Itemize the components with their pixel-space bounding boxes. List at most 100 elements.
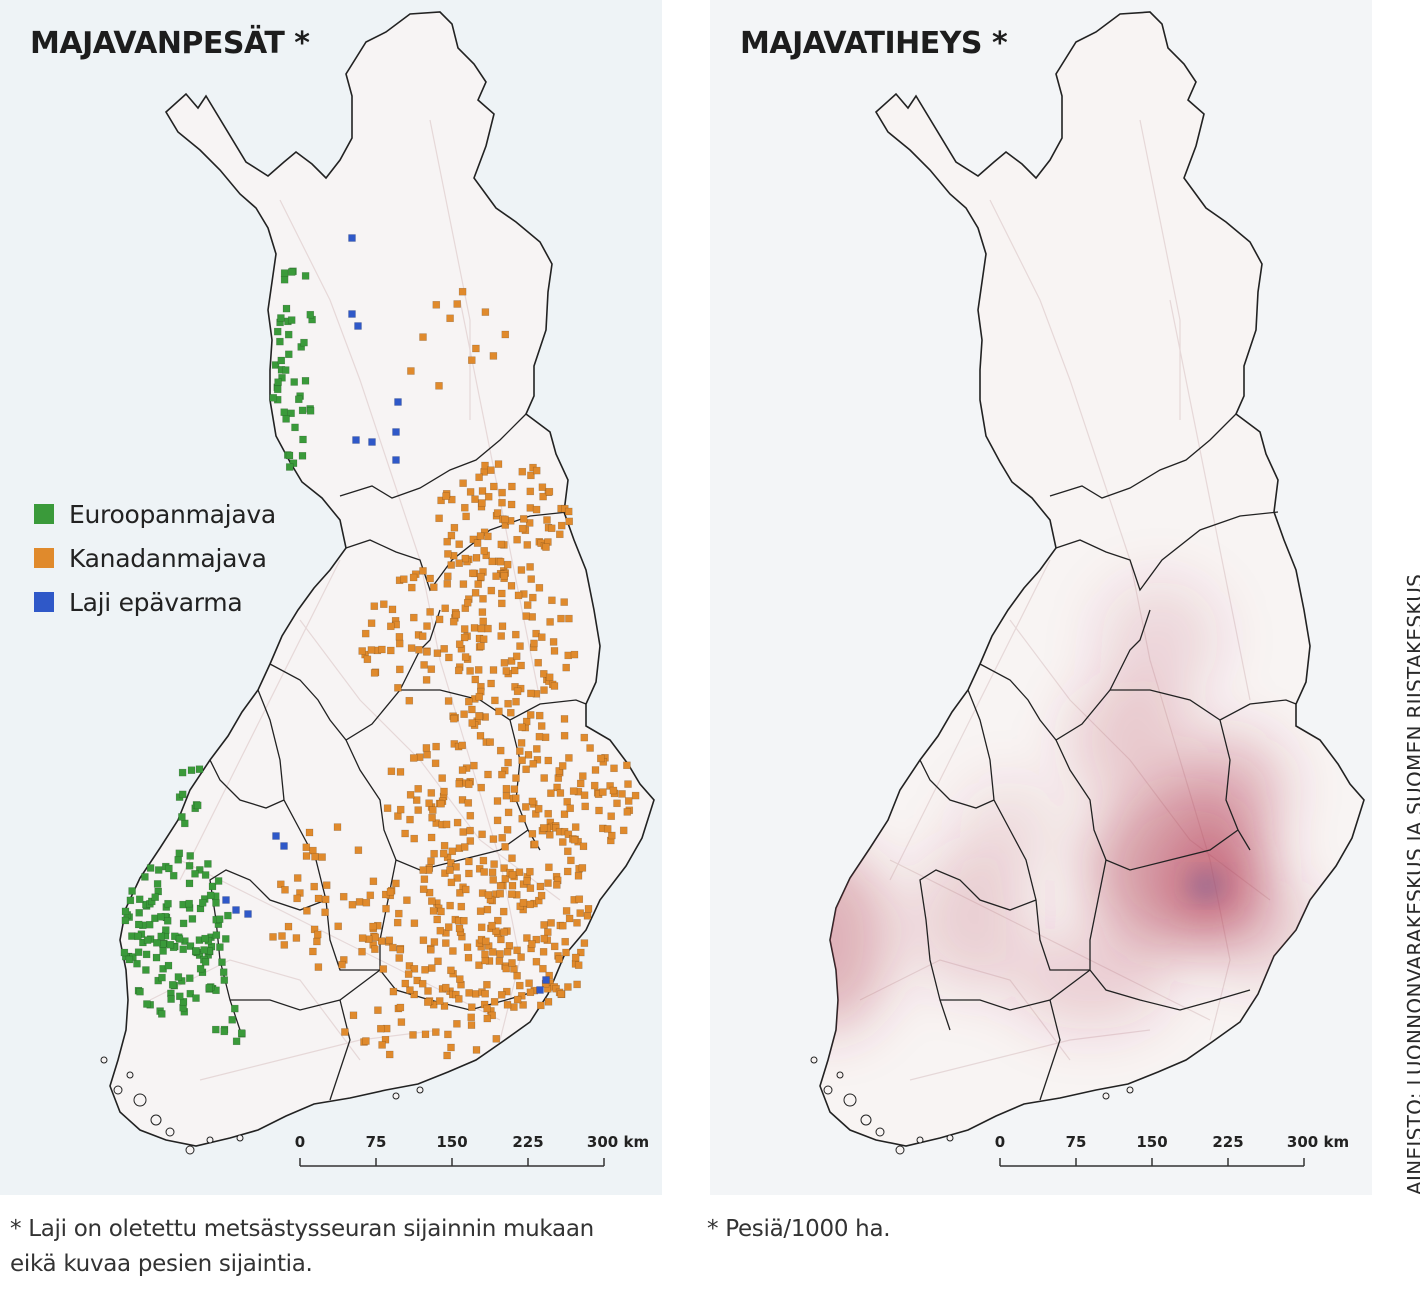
kanadanmajava-nest <box>424 998 432 1006</box>
kanadanmajava-nest <box>532 957 541 966</box>
kanadanmajava-nest <box>484 770 492 779</box>
euroopanmajava-nest <box>216 943 224 951</box>
kanadanmajava-nest <box>487 679 495 688</box>
kanadanmajava-nest <box>447 561 455 569</box>
kanadanmajava-nest <box>483 1014 492 1023</box>
kanadanmajava-nest <box>525 979 533 987</box>
kanadanmajava-nest <box>543 516 551 524</box>
kanadanmajava-nest <box>435 615 444 624</box>
kanadanmajava-nest <box>393 918 402 927</box>
kanadanmajava-nest <box>490 998 499 1006</box>
kanadanmajava-nest <box>469 535 478 544</box>
kanadanmajava-nest <box>558 762 567 770</box>
kanadanmajava-nest <box>358 934 367 942</box>
kanadanmajava-nest <box>565 614 573 623</box>
kanadanmajava-nest <box>433 649 442 657</box>
kanadanmajava-nest <box>518 814 526 823</box>
kanadanmajava-nest <box>510 666 519 675</box>
kanadanmajava-nest <box>377 1024 385 1033</box>
kanadanmajava-nest <box>446 866 454 874</box>
euroopanmajava-nest <box>220 976 229 984</box>
kanadanmajava-nest <box>404 970 413 978</box>
kanadanmajava-nest <box>579 842 588 851</box>
kanadanmajava-nest <box>414 785 422 793</box>
euroopanmajava-nest <box>269 394 278 402</box>
kanadanmajava-nest <box>489 876 497 884</box>
kanadanmajava-nest <box>539 948 548 956</box>
kanadanmajava-nest <box>453 874 461 882</box>
kanadanmajava-nest <box>303 907 311 915</box>
kanadanmajava-nest <box>580 791 589 799</box>
kanadanmajava-nest <box>483 1004 491 1013</box>
kanadanmajava-nest <box>546 831 554 839</box>
density-map-panel: MAJAVATIHEYS * 0 75 150 225 300 km <box>710 0 1372 1195</box>
euroopanmajava-nest <box>201 934 209 943</box>
kanadanmajava-nest <box>341 1028 349 1036</box>
euroopanmajava-nest <box>278 374 286 382</box>
kanadanmajava-nest <box>513 535 521 544</box>
euroopanmajava-nest <box>178 768 187 777</box>
euroopanmajava-nest <box>222 935 230 943</box>
kanadanmajava-nest <box>607 812 615 820</box>
euroopanmajava-nest <box>196 866 204 874</box>
kanadanmajava-nest <box>517 566 526 574</box>
kanadanmajava-nest <box>565 754 573 762</box>
kanadanmajava-nest <box>383 804 392 812</box>
kanadanmajava-nest <box>504 758 512 767</box>
kanadanmajava-nest <box>517 953 525 961</box>
kanadanmajava-nest <box>446 314 454 323</box>
kanadanmajava-nest <box>394 812 402 820</box>
kanadanmajava-nest <box>302 852 311 860</box>
kanadanmajava-nest <box>537 891 546 900</box>
kanadanmajava-nest <box>422 744 431 752</box>
kanadanmajava-nest <box>526 711 535 719</box>
kanadanmajava-nest <box>428 897 436 905</box>
kanadanmajava-nest <box>498 770 506 779</box>
euroopanmajava-nest <box>175 935 184 943</box>
kanadanmajava-nest <box>447 1043 455 1052</box>
kanadanmajava-nest <box>414 806 422 814</box>
kanadanmajava-nest <box>528 940 536 948</box>
kanadanmajava-nest <box>539 824 548 832</box>
kanadanmajava-nest <box>550 682 559 690</box>
kanadanmajava-nest <box>400 575 408 583</box>
kanadanmajava-nest <box>465 780 473 789</box>
euroopanmajava-nest <box>291 423 299 432</box>
euroopanmajava-nest <box>215 915 224 923</box>
laji-epavarma-nest <box>222 896 230 904</box>
euroopanmajava-nest <box>208 882 217 891</box>
kanadanmajava-nest <box>493 797 502 805</box>
euroopanmajava-nest <box>273 327 282 336</box>
kanadanmajava-nest <box>564 983 572 991</box>
kanadanmajava-nest <box>564 830 573 839</box>
laji-epavarma-nest <box>536 986 544 994</box>
kanadanmajava-nest <box>576 909 584 917</box>
euroopanmajava-nest <box>300 338 308 347</box>
kanadanmajava-nest <box>516 981 524 990</box>
kanadanmajava-nest <box>502 784 511 793</box>
kanadanmajava-nest <box>553 881 561 889</box>
kanadanmajava-nest <box>444 550 452 558</box>
euroopanmajava-nest <box>178 790 187 799</box>
laji-epavarma-nest <box>542 976 550 984</box>
kanadanmajava-nest <box>450 714 458 723</box>
euroopanmajava-nest <box>299 435 307 444</box>
kanadanmajava-nest <box>463 943 472 951</box>
kanadanmajava-nest <box>544 928 552 936</box>
kanadanmajava-nest <box>512 652 521 661</box>
euroopanmajava-nest <box>285 350 293 359</box>
kanadanmajava-nest <box>435 997 444 1005</box>
kanadanmajava-nest <box>401 829 409 838</box>
nest-map-title: MAJAVANPESÄT * <box>30 26 310 61</box>
kanadanmajava-nest <box>412 796 421 804</box>
kanadanmajava-nest <box>454 666 463 675</box>
laji-epavarma-nest <box>272 832 280 840</box>
euroopanmajava-nest <box>169 871 178 880</box>
kanadanmajava-nest <box>496 557 505 566</box>
kanadanmajava-nest <box>507 657 516 665</box>
kanadanmajava-nest <box>555 955 563 963</box>
kanadanmajava-nest <box>455 540 463 548</box>
kanadanmajava-nest <box>433 915 441 924</box>
euroopanmajava-nest <box>162 926 170 934</box>
kanadanmajava-nest <box>466 811 475 820</box>
